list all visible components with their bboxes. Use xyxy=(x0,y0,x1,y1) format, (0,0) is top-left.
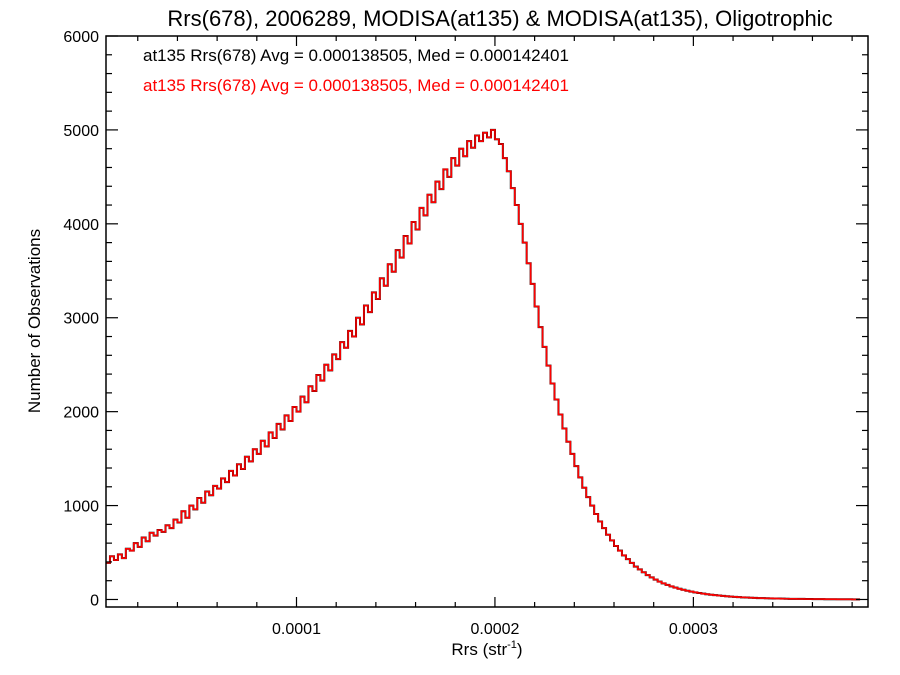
y-axis-label: Number of Observations xyxy=(25,229,44,413)
y-tick-label: 0 xyxy=(90,592,99,609)
histogram-series-0 xyxy=(106,128,861,601)
x-tick-label: 0.0003 xyxy=(669,621,718,638)
y-tick-label: 4000 xyxy=(63,217,99,234)
y-axis-ticks: 0 1000 2000 3000 4000 5000 6000 xyxy=(63,29,868,609)
y-tick-label: 2000 xyxy=(63,405,99,422)
series-layer xyxy=(106,128,861,601)
y-tick-label: 3000 xyxy=(63,311,99,328)
y-tick-label: 5000 xyxy=(63,123,99,140)
legend-entry-red: at135 Rrs(678) Avg = 0.000138505, Med = … xyxy=(143,76,569,95)
x-tick-label: 0.0002 xyxy=(470,621,519,638)
y-tick-label: 6000 xyxy=(63,29,99,46)
legend-entry-black: at135 Rrs(678) Avg = 0.000138505, Med = … xyxy=(143,46,569,65)
x-axis-label: Rrs (str-1) xyxy=(451,639,522,659)
histogram-series-1 xyxy=(106,129,861,601)
chart-title: Rrs(678), 2006289, MODISA(at135) & MODIS… xyxy=(167,6,832,31)
x-axis-label-suffix: ) xyxy=(517,640,523,659)
y-tick-label: 1000 xyxy=(63,499,99,516)
x-axis-label-main: Rrs (str xyxy=(451,640,507,659)
plot-frame xyxy=(105,35,869,608)
x-tick-label: 0.0001 xyxy=(272,621,321,638)
x-axis-label-superscript: -1 xyxy=(507,639,517,651)
x-axis-ticks: 0.0001 0.0002 0.0003 xyxy=(137,36,853,638)
